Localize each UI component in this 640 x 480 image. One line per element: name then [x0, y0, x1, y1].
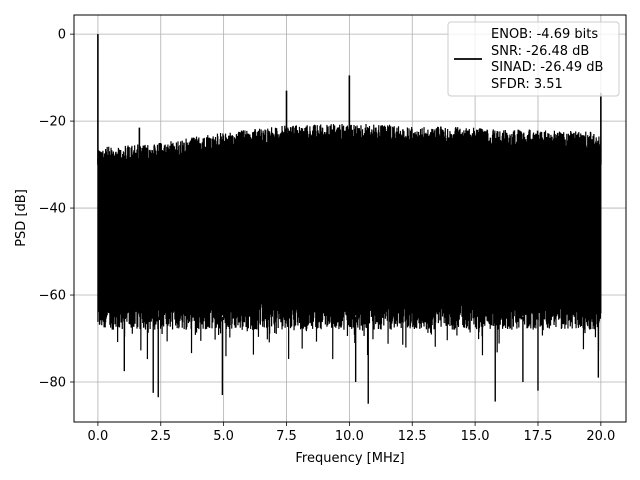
legend: ENOB: -4.69 bits SNR: -26.48 dB SINAD: -… [447, 21, 620, 97]
x-tick-label: 0.0 [88, 429, 109, 444]
x-tick-label: 17.5 [524, 429, 553, 444]
x-tick-label: 10.0 [335, 429, 364, 444]
legend-snr: SNR: -26.48 dB [491, 44, 589, 59]
legend-enob: ENOB: -4.69 bits [491, 27, 598, 42]
y-axis: 0 −20 −40 −60 −80 [39, 28, 74, 390]
y-tick-label: −20 [39, 115, 66, 130]
x-axis-label: Frequency [MHz] [295, 451, 404, 466]
x-tick-label: 5.0 [213, 429, 234, 444]
legend-box [447, 21, 620, 97]
y-axis-label: PSD [dB] [14, 189, 29, 247]
y-tick-label: −80 [39, 375, 66, 390]
y-tick-label: −40 [39, 202, 66, 217]
legend-sinad: SINAD: -26.49 dB [491, 60, 603, 75]
x-tick-label: 15.0 [461, 429, 490, 444]
x-tick-label: 7.5 [276, 429, 297, 444]
y-tick-label: 0 [58, 28, 66, 43]
x-tick-label: 2.5 [150, 429, 171, 444]
x-axis: 0.0 2.5 5.0 7.5 10.0 12.5 15.0 17.5 20.0 [88, 422, 615, 444]
x-tick-label: 12.5 [398, 429, 427, 444]
y-tick-label: −60 [39, 289, 66, 304]
x-tick-label: 20.0 [586, 429, 615, 444]
legend-sfdr: SFDR: 3.51 [491, 77, 563, 92]
plot-frame [73, 14, 627, 423]
psd-trace [97, 123, 602, 360]
psd-series [97, 34, 602, 404]
